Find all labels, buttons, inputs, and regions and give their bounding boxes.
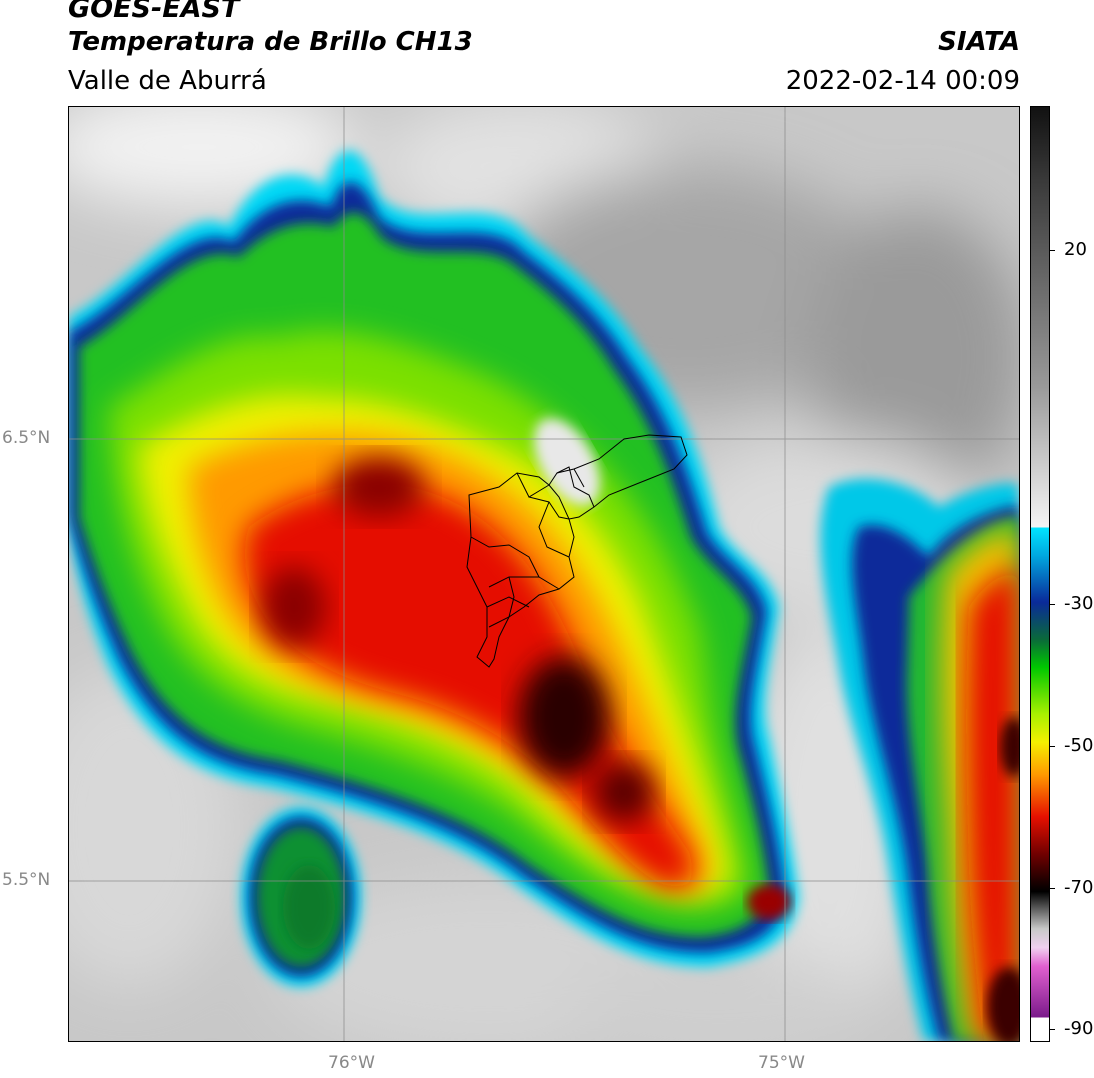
longitude-label-75w: 75°W: [758, 1053, 805, 1073]
organization-label: SIATA: [938, 27, 1020, 57]
cold-cloud-core-main: [69, 150, 799, 967]
colorbar-label-minus-70: -70: [1064, 877, 1094, 898]
latitude-label-5-5n: 5.5°N: [2, 870, 51, 890]
product-title: Temperatura de Brillo CH13: [68, 27, 473, 57]
colorbar-label-minus-30: -30: [1064, 593, 1094, 614]
colorbar-tick: [1049, 250, 1055, 251]
colorbar-label-minus-50: -50: [1064, 735, 1094, 756]
municipal-boundaries: [466, 434, 688, 668]
longitude-label-76w: 76°W: [328, 1053, 375, 1073]
colorbar-tick: [1049, 604, 1055, 605]
colorbar-label-minus-90: -90: [1064, 1018, 1094, 1039]
colorbar: [1030, 106, 1050, 1042]
cold-cloud-south-cell: [241, 807, 361, 987]
cold-cloud-east-cell: [820, 478, 1019, 1041]
colorbar-tick: [1049, 746, 1055, 747]
satellite-title: GOES-EAST: [68, 0, 240, 24]
brightness-temperature-map: [68, 106, 1020, 1042]
timestamp-label: 2022-02-14 00:09: [785, 66, 1020, 96]
colorbar-tick: [1049, 888, 1055, 889]
graticule: [69, 107, 1019, 1041]
latitude-label-6-5n: 6.5°N: [2, 428, 51, 448]
colorbar-tick: [1049, 1029, 1055, 1030]
colorbar-label-20: 20: [1064, 239, 1087, 260]
region-label: Valle de Aburrá: [68, 66, 267, 96]
